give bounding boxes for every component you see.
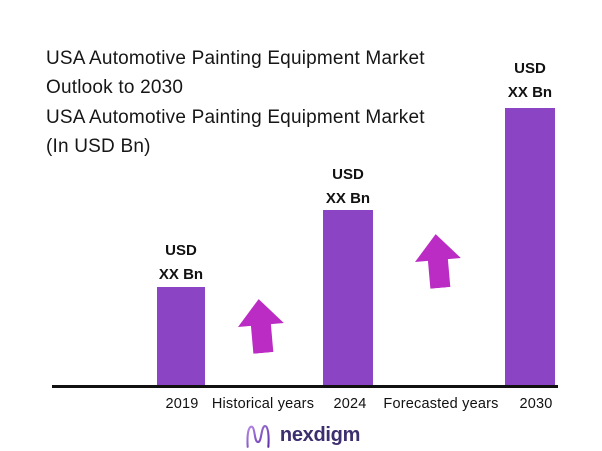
bar-2030 xyxy=(505,108,555,387)
nexdigm-logo-text: nexdigm xyxy=(279,423,361,446)
bar-value-usd-text: USD xyxy=(332,166,364,183)
x-axis-line xyxy=(52,385,558,388)
x-axis-label-historical-years: Historical years xyxy=(211,396,315,412)
nexdigm-logo-icon xyxy=(246,424,270,448)
chart-title-line2: Outlook to 2030 xyxy=(46,77,184,98)
bar-value-usd-text: USD xyxy=(514,60,546,77)
x-axis-label-2024: 2024 xyxy=(333,396,367,412)
bar-value-label-2024: USD XX Bn xyxy=(303,163,393,211)
x-axis-label-forecasted-years: Forecasted years xyxy=(383,396,499,412)
growth-arrow-icon xyxy=(415,234,461,289)
bar-2024 xyxy=(323,210,373,387)
bar-value-amount-text: XX Bn xyxy=(325,190,371,207)
brand-footer: nexdigm xyxy=(0,419,602,451)
chart-subtitle: USA Automotive Painting Equipment Market… xyxy=(46,103,425,161)
bar-value-label-2019: USD XX Bn xyxy=(136,239,226,287)
growth-arrow-icon xyxy=(238,299,284,354)
chart-subtitle-line2: (In USD Bn) xyxy=(46,136,151,157)
chart-subtitle-line1: USA Automotive Painting Equipment Market xyxy=(46,107,425,128)
bar-value-usd-text: USD xyxy=(165,242,197,259)
bar-value-label-2030: USD XX Bn xyxy=(485,57,575,105)
bar-value-amount-text: XX Bn xyxy=(507,84,553,101)
x-axis-label-2030: 2030 xyxy=(519,396,553,412)
chart-title-line1: USA Automotive Painting Equipment Market xyxy=(46,48,425,69)
bar-2019 xyxy=(157,287,205,387)
chart-title: USA Automotive Painting Equipment Market… xyxy=(46,44,425,102)
x-axis-label-2019: 2019 xyxy=(165,396,199,412)
bar-value-amount-text: XX Bn xyxy=(158,266,204,283)
